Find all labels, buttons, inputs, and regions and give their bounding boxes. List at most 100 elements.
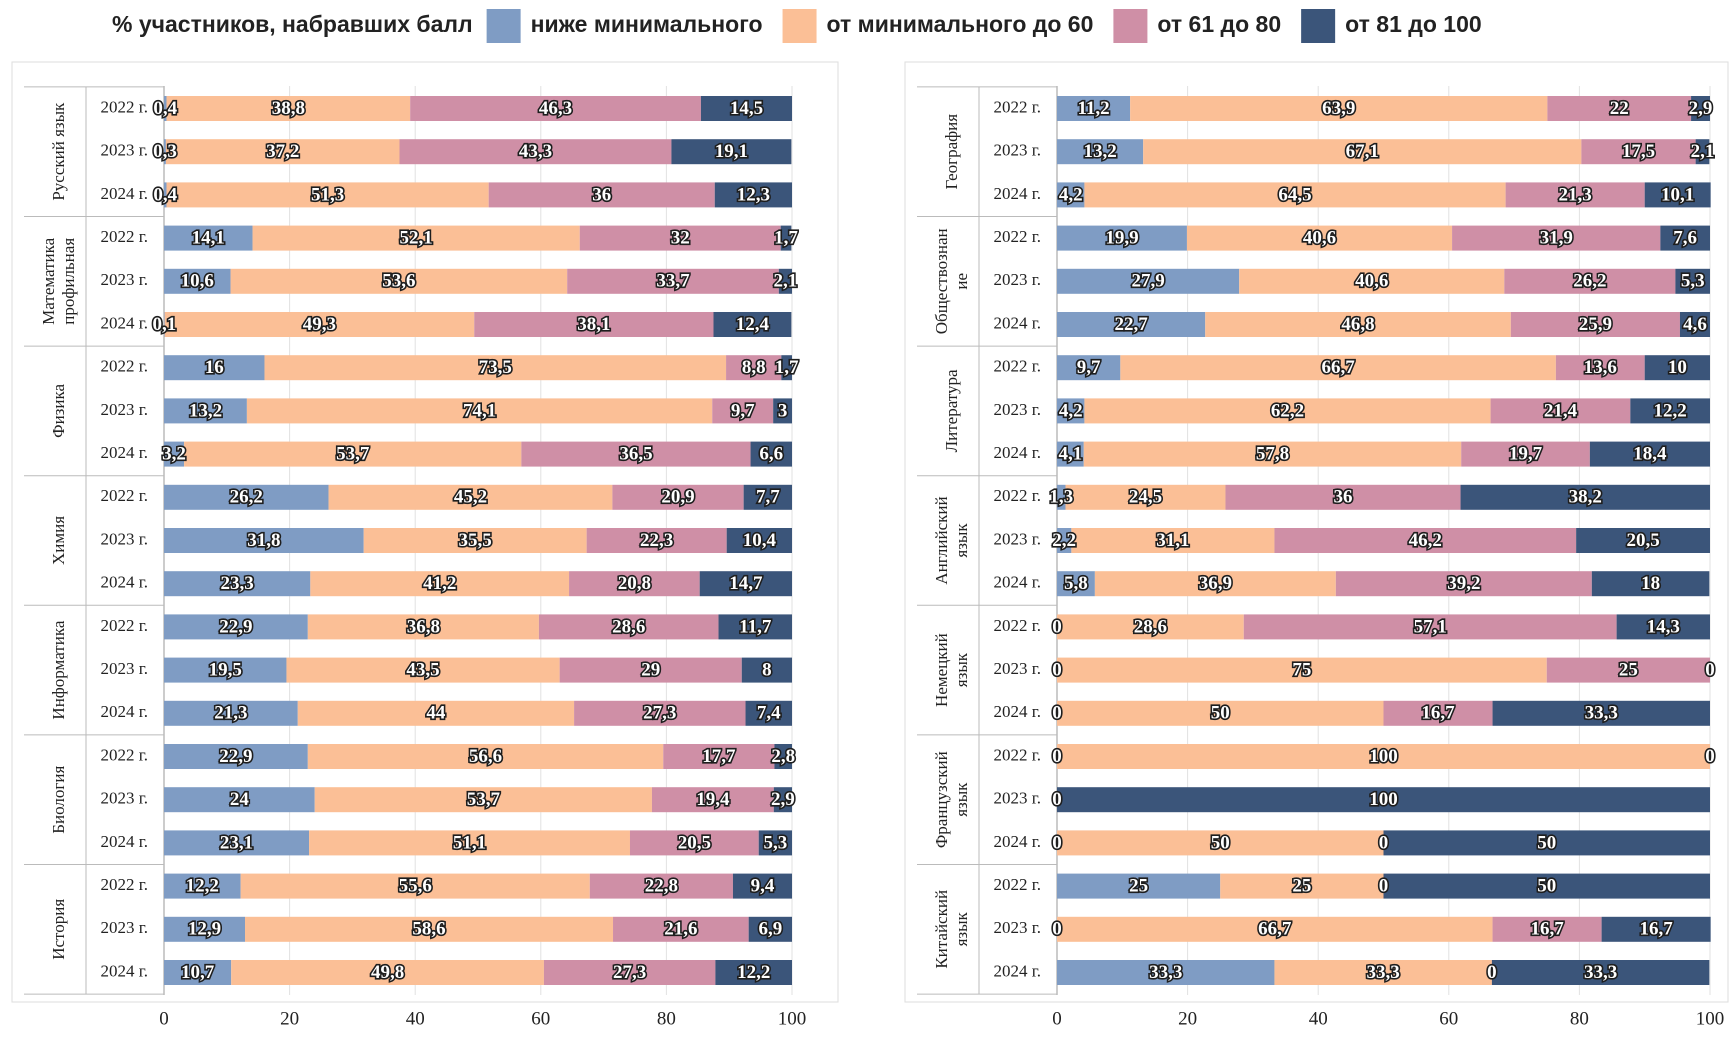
bar-segment [164,744,308,769]
data-label: 0,4 [153,184,177,205]
data-label: 33,3 [1367,962,1400,983]
bar-segment [1644,182,1711,208]
data-label: 57,8 [1256,443,1289,464]
data-label: 10,6 [181,271,214,292]
panel-frame [11,61,839,1003]
data-label: 8 [762,659,772,680]
bar-segment [252,225,580,251]
bar-segment [307,744,664,769]
group-label: ие [952,273,971,290]
group-label: Немецкий [932,633,951,707]
data-label: 29 [641,659,660,680]
y-tick-label: 2022 г. [100,227,148,246]
data-label: 9,7 [1077,357,1101,378]
bar-segment [613,916,749,942]
data-label: 1,7 [775,357,799,378]
bar-segment [1057,916,1493,942]
bar-segment [164,225,253,251]
data-label: 8,8 [742,357,766,378]
bar-segment [474,312,714,337]
bar-segment [1504,268,1676,294]
bar-segment [1491,960,1710,985]
data-label: 36 [1334,487,1353,508]
bar-segment [1084,182,1506,208]
data-label: 2,9 [1689,98,1713,119]
data-label: 19,1 [715,141,748,162]
x-tick-label: 0 [159,1008,169,1029]
bar-segment [1057,398,1085,424]
x-tick-label: 20 [1178,1008,1197,1029]
data-label: 0 [1052,703,1062,724]
y-tick-label: 2022 г. [993,486,1041,505]
data-label: 37,2 [266,141,299,162]
bar-segment [663,744,775,769]
data-label: 5,8 [1064,573,1088,594]
bar-segment [1065,484,1226,510]
x-tick-label: 80 [657,1008,676,1029]
bar-segment [1239,268,1505,294]
data-label: 0,1 [152,314,176,335]
legend-swatch [1113,9,1148,43]
x-tick-label: 40 [406,1008,425,1029]
data-label: 20,9 [661,487,694,508]
bar-segment [1094,571,1336,597]
y-tick-label: 2022 г. [993,357,1041,376]
group-label: профильная [59,238,78,325]
data-label: 38,1 [577,314,610,335]
data-label: 36,5 [619,443,652,464]
y-tick-label: 2022 г. [100,97,148,116]
bar-segment [1205,312,1511,337]
data-label: 55,6 [399,875,432,896]
data-label: 21,3 [1559,184,1592,205]
y-tick-label: 2022 г. [100,875,148,894]
data-label: 0 [1379,832,1389,853]
y-tick-label: 2024 г. [993,443,1041,462]
y-tick-label: 2022 г. [993,875,1041,894]
bar-segment [1057,787,1710,813]
bar-segment [700,96,792,121]
data-label: 10 [1668,357,1687,378]
y-tick-label: 2022 г. [100,616,148,635]
bar-segment [745,700,792,726]
bar-segment [1601,916,1711,942]
data-label: 49,8 [371,962,404,983]
bar-segment [1589,441,1710,467]
data-label: 44 [426,703,446,724]
data-label: 67,1 [1346,141,1379,162]
y-tick-label: 2023 г. [993,529,1041,548]
data-label: 22,9 [219,616,252,637]
bar-segment [726,528,792,553]
data-label: 31,8 [247,530,280,551]
legend-label: ниже минимального [531,11,763,37]
data-label: 36 [592,184,611,205]
legend-swatch [782,9,817,43]
y-tick-label: 2023 г. [993,918,1041,937]
bar-segment [750,441,792,467]
data-label: 53,7 [336,443,370,464]
data-label: 27,3 [643,703,676,724]
bar-segment [164,614,308,640]
data-label: 2,1 [1691,141,1715,162]
data-label: 46,2 [1409,530,1442,551]
bar-segment [1084,398,1491,424]
x-tick-label: 20 [280,1008,299,1029]
bar-segment [1691,96,1710,121]
data-label: 22,9 [219,746,252,767]
bar-segment [240,873,590,899]
legend-label: от минимального до 60 [827,11,1094,37]
y-tick-label: 2024 г. [100,443,148,462]
data-label: 66,7 [1258,919,1292,940]
bar-segment [567,268,779,294]
bar-segment [538,614,719,640]
bar-segment [1492,916,1602,942]
data-label: 16,7 [1530,919,1564,940]
y-tick-label: 2024 г. [100,313,148,332]
group-label: язык [952,652,971,687]
data-label: 43,3 [519,141,552,162]
data-label: 24,5 [1129,487,1162,508]
bar-segment [164,312,165,337]
bar-segment [314,787,652,813]
bar-segment [1679,312,1710,337]
data-label: 26,2 [1573,271,1606,292]
